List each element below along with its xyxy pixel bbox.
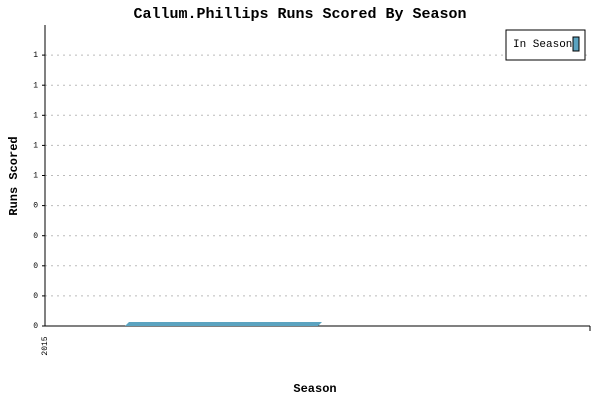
legend-label: In Season xyxy=(513,39,572,51)
y-tick-label: 1 xyxy=(33,81,38,90)
chart-title: Callum.Phillips Runs Scored By Season xyxy=(133,6,466,23)
bar xyxy=(125,322,322,326)
legend-swatch xyxy=(572,36,580,52)
y-tick-label: 0 xyxy=(33,262,38,271)
x-tick-label: 2015 xyxy=(41,336,50,355)
y-tick-label: 0 xyxy=(33,202,38,211)
y-tick-label: 1 xyxy=(33,111,38,120)
legend-box xyxy=(505,29,586,61)
y-tick-label: 0 xyxy=(33,232,38,241)
y-tick-label: 0 xyxy=(33,322,38,331)
x-axis-label: Season xyxy=(293,382,336,396)
y-tick-label: 1 xyxy=(33,142,38,151)
y-axis-label: Runs Scored xyxy=(7,136,21,215)
y-tick-label: 0 xyxy=(33,292,38,301)
y-tick-label: 1 xyxy=(33,51,38,60)
y-tick-label: 1 xyxy=(33,172,38,181)
